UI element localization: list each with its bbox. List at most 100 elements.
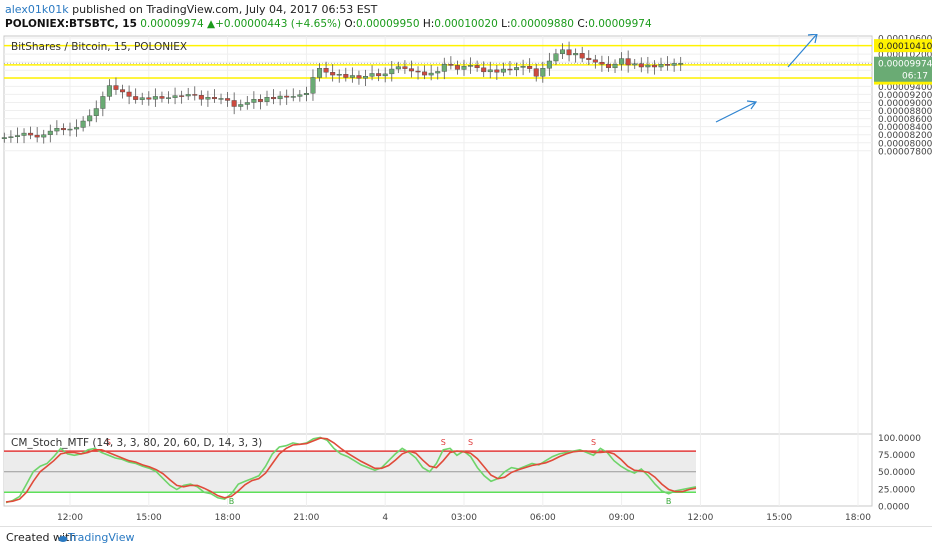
candle-bull (389, 68, 395, 75)
author-link[interactable]: alex01k01k (5, 3, 69, 16)
candle-bear (126, 91, 132, 97)
time-tick-label: 18:00 (845, 513, 871, 523)
close-label: C: (577, 18, 589, 30)
candle-bear (605, 63, 611, 69)
time-tick-label: 06:00 (530, 513, 556, 523)
price-tick-label: 0.00009000 (878, 99, 932, 109)
symbol-label: POLONIEX:BTSBTC, 15 (5, 18, 137, 30)
candle-bull (619, 58, 625, 65)
time-tick-label: 21:00 (293, 513, 319, 523)
candle-bull (100, 96, 106, 109)
candle-bear (225, 98, 231, 101)
change-up-icon: ▲ (207, 18, 216, 30)
candle-bull (336, 74, 342, 76)
low-label: L: (501, 18, 511, 30)
candle-bull (152, 96, 158, 100)
candle-bear (454, 65, 460, 70)
tradingview-brand-link[interactable]: TradingView (68, 531, 135, 544)
candle-bear (408, 68, 414, 72)
low-value: 0.00009880 (510, 18, 574, 30)
current-price-tag (874, 56, 932, 82)
chart-title: BitShares / Bitcoin, 15, POLONIEX (11, 41, 187, 53)
stoch-buy-signal: B (229, 497, 235, 506)
stoch-title: CM_Stoch_MTF (14, 3, 3, 80, 20, 60, D, 1… (11, 437, 262, 449)
candle-bear (120, 89, 126, 93)
price-tick-label: 0.00010200 (878, 51, 932, 61)
candle-bull (395, 66, 401, 70)
candle-bull (441, 63, 447, 72)
candle-bull (205, 97, 211, 100)
candle-countdown-label: 06:17 (902, 72, 928, 82)
time-tick-label: 03:00 (451, 513, 477, 523)
stoch-d-line (5, 437, 697, 503)
candle-bear (28, 132, 34, 136)
time-tick-label: 12:00 (57, 513, 83, 523)
candle-bear (415, 70, 421, 73)
stoch-tick-label: 75.0000 (878, 451, 915, 461)
candle-bull (80, 120, 86, 128)
candle-bear (284, 95, 290, 98)
high-label: H: (422, 18, 435, 30)
candle-bull (93, 108, 99, 116)
candle-bull (546, 60, 552, 69)
stoch-tick-label: 0.0000 (878, 503, 910, 513)
candle-bear (60, 128, 66, 131)
candle-bull (520, 66, 526, 68)
candle-bear (665, 63, 671, 66)
close-value: 0.00009974 (588, 18, 652, 30)
candle-bull (514, 67, 520, 71)
candle-bear (481, 67, 487, 73)
candle-bear (527, 66, 533, 69)
candle-bear (599, 61, 605, 65)
candle-bull (303, 93, 309, 96)
candle-bear (376, 73, 382, 77)
candle-bear (448, 63, 454, 66)
candle-bear (638, 63, 644, 68)
stoch-buy-signal: B (666, 497, 672, 506)
candle-bull (363, 76, 369, 79)
candle-bear (133, 96, 139, 100)
price-tick-label: 0.00008800 (878, 107, 932, 117)
candle-bull (106, 85, 112, 97)
candle-bull (74, 127, 80, 130)
candle-bear (179, 95, 185, 97)
candle-bull (244, 102, 250, 105)
candle-bear (474, 65, 480, 69)
high-value: 0.00010020 (434, 18, 498, 30)
open-label: O: (344, 18, 357, 30)
candle-bear (211, 97, 217, 100)
candle-bear (257, 99, 263, 102)
tradingview-cloud-icon (58, 536, 68, 542)
candle-bull (172, 95, 178, 98)
candle-bear (146, 97, 152, 100)
candle-bull (297, 94, 303, 97)
price-tick-label: 0.00009200 (878, 91, 932, 101)
candle-bear (592, 59, 598, 63)
candle-bull (487, 69, 493, 73)
stoch-k-line (5, 436, 697, 504)
candle-bear (330, 72, 336, 76)
forecast-arrow-line (787, 33, 818, 68)
candle-bear (159, 96, 165, 99)
candle-bull (317, 68, 323, 78)
price-tick-label: 0.00008000 (878, 139, 932, 149)
candle-bull (47, 130, 53, 135)
candle-bear (533, 68, 539, 77)
candle-bull (8, 136, 14, 138)
stoch-tick-label: 25.0000 (878, 485, 915, 495)
time-tick-label: 12:00 (687, 513, 713, 523)
candle-bull (612, 63, 618, 69)
time-tick-label: 18:00 (215, 513, 241, 523)
candle-bear (402, 66, 408, 69)
published-text: published on TradingView.com, July 04, 2… (72, 3, 378, 16)
last-price: 0.00009974 (140, 18, 204, 30)
price-tick-label: 0.00007800 (878, 147, 932, 157)
candle-bull (251, 99, 257, 103)
candle-bear (198, 95, 204, 100)
footer: Created with TradingView (0, 526, 932, 551)
candle-bear (586, 57, 592, 60)
candle-bull (277, 95, 283, 100)
candle-bear (507, 68, 513, 71)
